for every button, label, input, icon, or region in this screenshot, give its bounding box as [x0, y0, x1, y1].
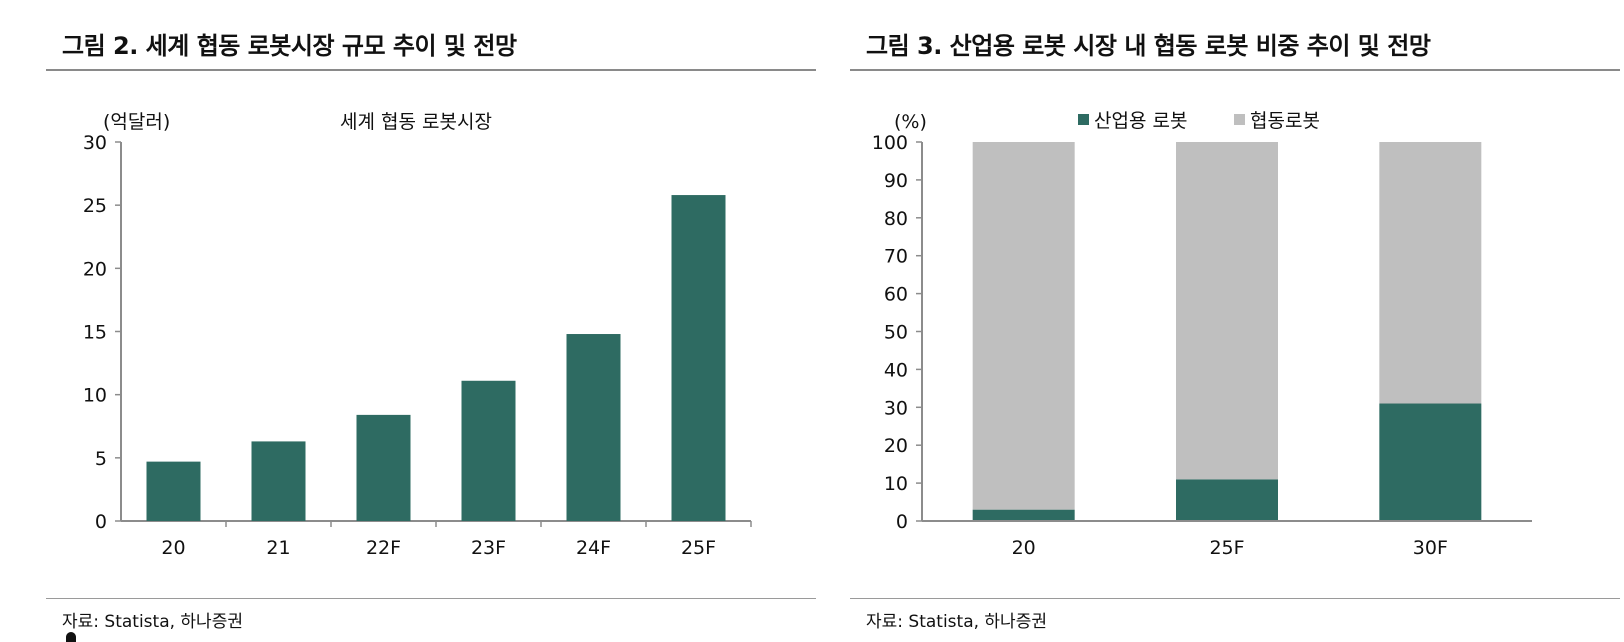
figure-3-stacked-bar-chart: 0 10 20 30 40 50 60 70 80 90 100(%) 산업용 로봇 협동로봇 20 25F…: [872, 110, 1532, 559]
y-tick-label: 40: [884, 359, 908, 381]
bar: [671, 195, 726, 521]
bar-segment: [1379, 403, 1482, 521]
bar: [461, 380, 516, 521]
y-tick-label: 25: [83, 195, 107, 217]
bar: [356, 414, 411, 521]
y-tick-label: 15: [83, 322, 107, 344]
bar: [146, 461, 201, 521]
x-tick-label: 21: [266, 537, 290, 559]
legend-label: 협동로봇: [1250, 110, 1320, 132]
figure-2-bar-chart: 0 5 10 15 20 25 30(억달러) 세계 협동 로봇시장 20 21 22F 23F 24F…: [83, 111, 752, 559]
y-tick-label: 0: [896, 511, 908, 533]
x-tick-label: 25F: [681, 537, 716, 559]
y-tick-label: 20: [884, 435, 908, 457]
figure-3-source: 자료: Statista, 하나증권: [866, 612, 1047, 632]
y-tick-label: 10: [83, 385, 107, 407]
x-tick-label: 30F: [1413, 537, 1448, 559]
bar-segment: [1379, 142, 1482, 404]
x-tick-label: 23F: [471, 537, 506, 559]
pointer-icon: [66, 632, 76, 642]
figure-3-top-rule: [850, 69, 1620, 71]
y-tick-label: 90: [884, 170, 908, 192]
y-tick-label: 30: [83, 132, 107, 154]
figure-2-bottom-rule: [46, 598, 816, 599]
y-tick-label: 20: [83, 258, 107, 280]
y-tick-label: 10: [884, 473, 908, 495]
legend-label: 산업용 로봇: [1094, 110, 1187, 132]
x-tick-label: 25F: [1209, 537, 1244, 559]
y-tick-label: 30: [884, 397, 908, 419]
x-tick-label: 22F: [366, 537, 401, 559]
x-tick-label: 20: [161, 537, 185, 559]
y-tick-label: 80: [884, 208, 908, 230]
figure-2-source: 자료: Statista, 하나증권: [62, 612, 243, 632]
y-unit-label: (%): [894, 111, 927, 133]
figure-2-title: 그림 2. 세계 협동 로봇시장 규모 추이 및 전망: [62, 32, 517, 60]
bar-segment: [972, 509, 1075, 521]
bar-segment: [1176, 142, 1278, 480]
legend-swatch: [1078, 114, 1089, 125]
figure-3-title: 그림 3. 산업용 로봇 시장 내 협동 로봇 비중 추이 및 전망: [866, 32, 1431, 60]
chart-title: 세계 협동 로봇시장: [340, 111, 492, 133]
y-tick-label: 100: [872, 132, 908, 154]
bar: [251, 441, 306, 521]
figure-3-panel: 그림 3. 산업용 로봇 시장 내 협동 로봇 비중 추이 및 전망 0 10 20…: [850, 0, 1620, 640]
y-tick-label: 60: [884, 284, 908, 306]
figure-2-panel: 그림 2. 세계 협동 로봇시장 규모 추이 및 전망 0 5 10 15 20 25 30…: [46, 0, 816, 640]
bar-segment: [1176, 479, 1278, 521]
figure-2-top-rule: [46, 69, 816, 71]
legend-swatch: [1234, 114, 1245, 125]
bar: [566, 334, 621, 521]
y-tick-label: 70: [884, 246, 908, 268]
x-tick-label: 20: [1012, 537, 1036, 559]
figure-3-bottom-rule: [850, 598, 1620, 599]
y-tick-label: 0: [95, 511, 107, 533]
y-unit-label: (억달러): [103, 111, 170, 133]
x-tick-label: 24F: [576, 537, 611, 559]
y-tick-label: 50: [884, 322, 908, 344]
bar-segment: [972, 142, 1075, 510]
y-tick-label: 5: [95, 448, 107, 470]
